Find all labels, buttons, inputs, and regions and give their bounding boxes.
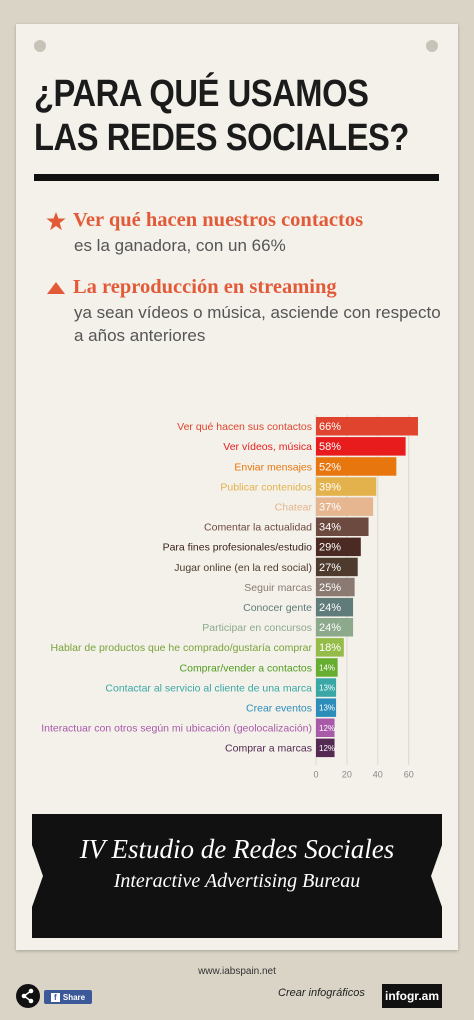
banner bbox=[21, 814, 453, 938]
highlight-2: La reproducción en streaming ya sean víd… bbox=[46, 276, 446, 347]
pin-icon bbox=[426, 40, 438, 52]
bar bbox=[316, 658, 338, 677]
title-line-1: ¿PARA QUÉ USAMOS bbox=[34, 73, 369, 115]
highlight-1-sub: es la ganadora, con un 66% bbox=[74, 236, 286, 255]
data-label: 12% bbox=[319, 724, 335, 733]
category-label: Comprar/vender a contactos bbox=[180, 662, 312, 674]
infogram-logo[interactable]: infogr.am bbox=[382, 984, 442, 1008]
highlight-1: Ver qué hacen nuestros contactos es la g… bbox=[46, 209, 446, 257]
data-label: 24% bbox=[319, 622, 341, 634]
category-label: Comprar a marcas bbox=[225, 743, 312, 755]
star-icon bbox=[46, 211, 66, 230]
bar bbox=[316, 457, 397, 476]
data-label: 25% bbox=[319, 582, 341, 594]
category-label: Enviar mensajes bbox=[234, 461, 312, 473]
title-divider bbox=[34, 174, 439, 181]
bar bbox=[316, 597, 354, 617]
share-icon[interactable] bbox=[16, 984, 40, 1008]
category-label: Seguir marcas bbox=[244, 582, 312, 594]
category-label: Publicar contenidos bbox=[220, 481, 312, 493]
data-label: 58% bbox=[319, 441, 341, 453]
highlight-2-sub: ya sean vídeos o música, asciende con re… bbox=[74, 303, 441, 345]
bar bbox=[316, 738, 335, 758]
category-label: Participar en concursos bbox=[202, 622, 312, 634]
infographic-card: ¿PARA QUÉ USAMOS LAS REDES SOCIALES? Ver… bbox=[16, 24, 458, 950]
bar-chart: 0 20 40 60 66% Ver qué hacen sus contactos 58%… bbox=[41, 415, 418, 780]
data-label: 18% bbox=[319, 642, 341, 654]
highlight-2-head: La reproducción en streaming bbox=[73, 276, 337, 298]
create-infographics-link[interactable]: Crear infográficos bbox=[278, 987, 365, 999]
data-label: 52% bbox=[319, 461, 341, 473]
category-label: Ver qué hacen sus contactos bbox=[177, 421, 312, 433]
data-label: 14% bbox=[319, 663, 335, 672]
data-label: 66% bbox=[319, 421, 341, 433]
category-label: Interactuar con otros según mi ubicación… bbox=[41, 723, 312, 735]
data-label: 13% bbox=[319, 684, 335, 693]
bar bbox=[316, 698, 337, 717]
category-label: Contactar al servicio al cliente de una … bbox=[105, 682, 312, 694]
triangle-up-icon bbox=[47, 281, 65, 294]
data-label: 29% bbox=[319, 542, 341, 554]
footer-url[interactable]: www.iabspain.net bbox=[198, 966, 276, 977]
category-label: Crear eventos bbox=[246, 702, 312, 714]
bar bbox=[316, 577, 355, 597]
bar bbox=[316, 718, 335, 737]
category-label: Jugar online (en la red social) bbox=[174, 562, 312, 574]
x-tick-label: 40 bbox=[373, 770, 383, 780]
category-label: Ver vídeos, música bbox=[223, 441, 312, 453]
data-label: 37% bbox=[319, 501, 341, 513]
bar bbox=[316, 437, 406, 456]
data-label: 27% bbox=[319, 562, 341, 574]
pin-icon bbox=[34, 40, 46, 52]
category-label: Chatear bbox=[275, 501, 313, 513]
bar bbox=[316, 477, 377, 496]
banner-subtitle: Interactive Advertising Bureau bbox=[113, 870, 361, 892]
data-label: 24% bbox=[319, 602, 341, 614]
facebook-icon: f bbox=[50, 992, 60, 1002]
category-label: Conocer gente bbox=[243, 602, 312, 614]
x-tick-label: 60 bbox=[404, 770, 414, 780]
data-label: 13% bbox=[319, 704, 335, 713]
bar bbox=[316, 618, 354, 637]
facebook-share-button[interactable]: f Share bbox=[44, 990, 92, 1004]
share-label: Share bbox=[62, 992, 86, 1002]
data-label: 12% bbox=[319, 744, 335, 753]
x-tick-label: 20 bbox=[342, 770, 352, 780]
banner-title: IV Estudio de Redes Sociales bbox=[79, 834, 395, 864]
bar bbox=[316, 678, 337, 697]
page-title: ¿PARA QUÉ USAMOS LAS REDES SOCIALES? bbox=[34, 72, 409, 160]
bar bbox=[316, 557, 358, 577]
data-label: 39% bbox=[319, 481, 341, 493]
bar bbox=[316, 417, 418, 436]
category-label: Hablar de productos que he comprado/gust… bbox=[51, 642, 313, 654]
data-label: 34% bbox=[319, 522, 341, 534]
title-line-2: LAS REDES SOCIALES? bbox=[34, 117, 409, 159]
bar bbox=[316, 517, 369, 536]
highlight-1-head: Ver qué hacen nuestros contactos bbox=[73, 209, 364, 231]
bar bbox=[316, 497, 374, 516]
bar bbox=[316, 537, 361, 557]
bar bbox=[316, 638, 344, 657]
x-tick-label: 0 bbox=[313, 770, 318, 780]
category-label: Para fines profesionales/estudio bbox=[163, 542, 313, 554]
category-label: Comentar la actualidad bbox=[204, 522, 312, 534]
